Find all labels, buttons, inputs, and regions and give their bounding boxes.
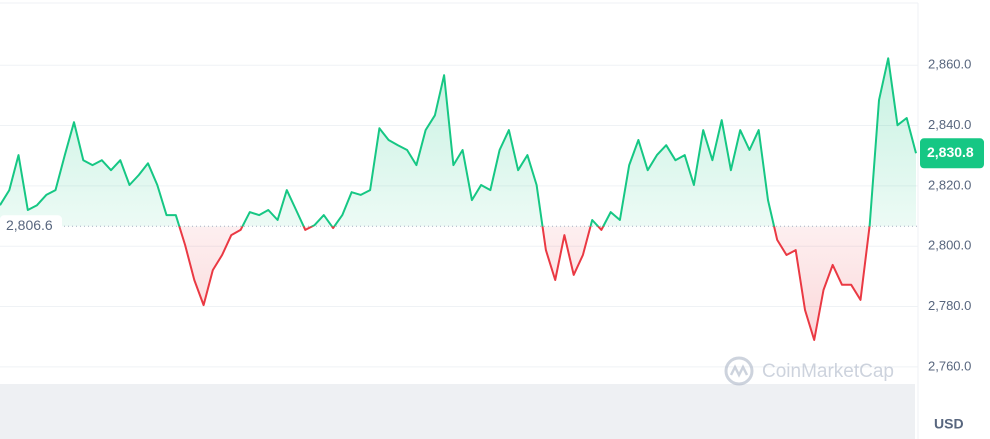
y-tick-label: 2,860.0	[928, 57, 971, 72]
currency-label: USD	[934, 416, 964, 432]
price-area	[0, 58, 916, 341]
watermark-text: CoinMarketCap	[762, 361, 894, 382]
volume-band	[0, 384, 915, 439]
y-tick-label: 2,760.0	[928, 358, 971, 373]
baseline-label: 2,806.6	[6, 217, 53, 233]
last-price-bg	[920, 138, 984, 169]
y-tick-label: 2,820.0	[928, 177, 971, 192]
y-tick-label: 2,780.0	[928, 298, 971, 313]
watermark: CoinMarketCap	[724, 356, 894, 386]
baseline-label-bg	[0, 215, 62, 238]
y-tick-label: 2,840.0	[928, 117, 971, 132]
last-price-label: 2,830.8	[927, 144, 974, 160]
price-line	[0, 57, 917, 341]
y-tick-label: 2,800.0	[928, 238, 971, 253]
